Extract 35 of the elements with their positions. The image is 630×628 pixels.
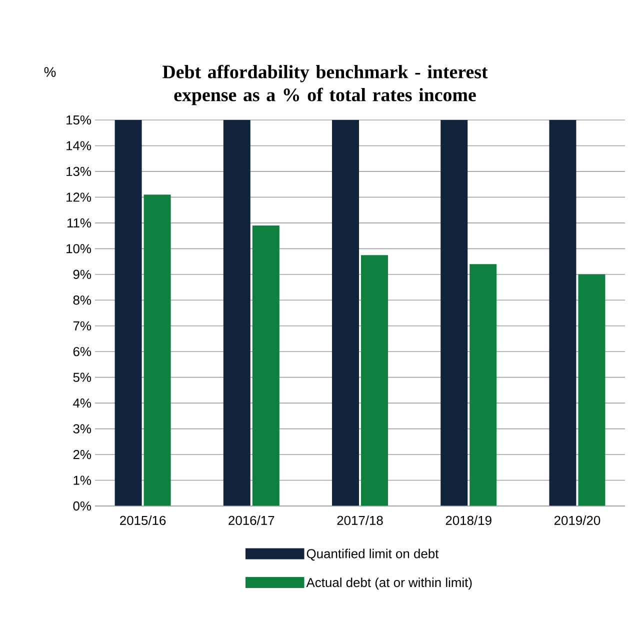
y-tick-label: 15% bbox=[66, 115, 92, 125]
y-tick-label: 1% bbox=[74, 476, 92, 485]
y-tick-label: 9% bbox=[73, 270, 92, 279]
x-tick-label: 2018/19 bbox=[446, 516, 492, 526]
bar bbox=[114, 120, 142, 506]
bar bbox=[549, 120, 576, 506]
y-tick-label: 4% bbox=[73, 398, 92, 408]
y-tick-label: 5% bbox=[73, 372, 92, 382]
legend-label: Actual debt (at or within limit) bbox=[306, 578, 472, 590]
bar bbox=[144, 194, 171, 506]
y-tick-label: 7% bbox=[73, 321, 92, 330]
x-tick-label: 2019/20 bbox=[554, 516, 600, 526]
y-tick-label: 10% bbox=[66, 244, 92, 254]
bar bbox=[578, 274, 606, 506]
y-tick-label: 12% bbox=[66, 192, 92, 202]
y-tick-label: 13% bbox=[66, 166, 92, 176]
chart-title: Debt affordability benchmark - interest expense as a % of total rates income bbox=[162, 64, 488, 106]
bar bbox=[332, 120, 360, 506]
y-tick-label: 0% bbox=[73, 501, 92, 511]
y-tick-label: 2% bbox=[73, 450, 92, 460]
bar bbox=[223, 120, 250, 506]
x-tick-label: 2016/17 bbox=[228, 516, 274, 526]
bar bbox=[361, 255, 388, 506]
y-tick-label: 11% bbox=[68, 218, 92, 228]
bar bbox=[252, 226, 280, 506]
y-tick-label: 3% bbox=[73, 424, 92, 434]
x-tick-label: 2017/18 bbox=[337, 516, 383, 526]
x-tick-label: 2015/16 bbox=[120, 516, 166, 526]
y-tick-label: 6% bbox=[73, 347, 92, 356]
bar bbox=[440, 120, 468, 506]
y-axis-title: % bbox=[44, 67, 56, 77]
y-tick-label: 14% bbox=[66, 141, 92, 150]
bar bbox=[470, 264, 497, 506]
legend-label: Quantified limit on debt bbox=[306, 548, 439, 561]
y-tick-label: 8% bbox=[73, 296, 92, 305]
